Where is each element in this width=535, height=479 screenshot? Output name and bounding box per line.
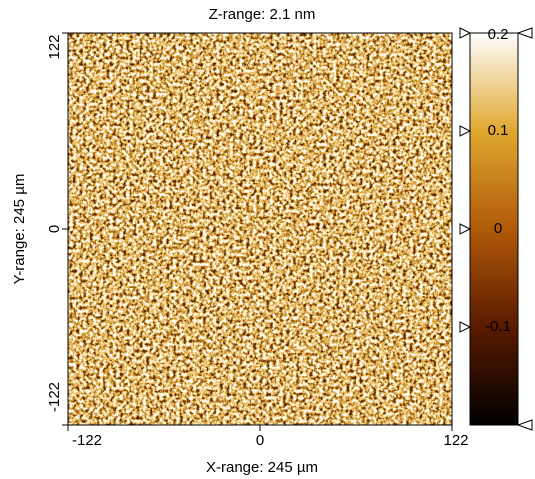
colorbar-tick-label: -0.1: [485, 318, 511, 335]
colorbar-tick: [460, 322, 470, 332]
height-map: [68, 33, 452, 425]
page: Z-range: 2.1 nm X-range: 245 µm Y-range:…: [0, 0, 535, 479]
chart-title: Z-range: 2.1 nm: [209, 6, 316, 23]
chart: Z-range: 2.1 nm X-range: 245 µm Y-range:…: [0, 0, 535, 479]
colorbar-tick: [460, 126, 470, 136]
colorbar-tick-label: 0.2: [488, 26, 509, 43]
y-tick-label: -122: [46, 382, 63, 412]
y-axis-label: Y-range: 245 µm: [11, 174, 28, 285]
y-tick-label: 122: [46, 34, 63, 59]
x-tick-label: -122: [72, 432, 102, 449]
x-tick-label: 122: [443, 432, 468, 449]
colorbar-tick-label: 0.1: [488, 122, 509, 139]
x-axis-label: X-range: 245 µm: [206, 459, 318, 476]
x-tick-label: 0: [256, 432, 264, 449]
y-tick-label: 0: [46, 225, 63, 233]
colorbar-limit: [518, 420, 532, 430]
colorbar-tick: [460, 28, 470, 38]
colorbar-tick-label: 0: [494, 220, 502, 237]
colorbar-tick: [460, 224, 470, 234]
colorbar-limit: [518, 28, 532, 38]
